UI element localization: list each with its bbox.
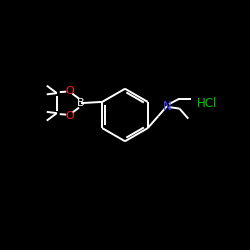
Text: O: O (66, 86, 74, 96)
Text: B: B (77, 98, 85, 108)
Text: HCl: HCl (197, 97, 218, 110)
Text: O: O (66, 110, 74, 120)
Text: N: N (162, 100, 171, 112)
